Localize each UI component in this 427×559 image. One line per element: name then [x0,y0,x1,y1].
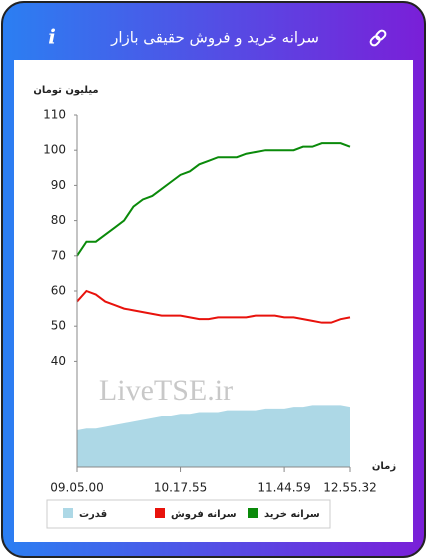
y-tick-label: 90 [51,178,66,192]
legend-swatch [248,508,258,518]
legend-label: سرانه خرید [264,509,320,520]
x-tick-label: 11.44.59 [257,481,310,495]
legend-swatch [155,508,165,518]
y-tick-label: 40 [51,354,66,368]
x-tick-label: 09.05.00 [50,481,103,495]
x-tick-label: 12.55.32 [323,481,376,495]
chart-panel [14,60,413,542]
series-line [76,289,351,324]
legend-swatch [63,508,73,518]
x-axis-label: زمان [372,461,396,472]
legend-box [46,499,331,529]
y-tick-label: 60 [51,284,66,298]
y-axis-label: میلیون تومان [33,85,98,96]
power-area [77,405,350,467]
series-line [76,142,351,257]
link-icon[interactable] [369,29,387,47]
y-tick-label: 50 [51,319,66,333]
watermark: LiveTSE.ir [99,374,233,407]
legend-label: قدرت [79,509,107,520]
y-tick-label: 100 [43,143,66,157]
header-title: سرانه خرید و فروش حقیقی بازار [110,29,319,47]
y-tick-label: 110 [43,108,66,122]
y-tick-label: 80 [51,213,66,227]
x-tick-label: 10.17.55 [154,481,207,495]
y-tick-label: 70 [51,248,66,262]
info-icon[interactable]: i [48,25,56,49]
legend-label: سرانه فروش [171,509,237,520]
